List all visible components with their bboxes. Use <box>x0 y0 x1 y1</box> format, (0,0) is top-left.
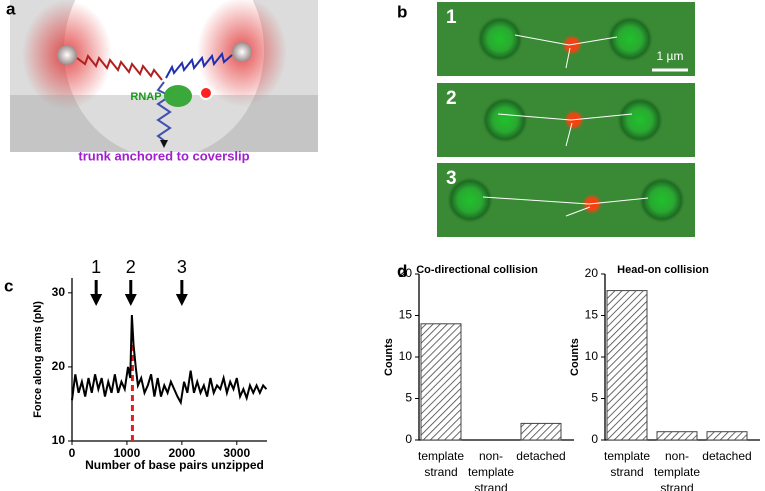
chart-title: Head-on collision <box>617 264 709 276</box>
frame-label: 1 <box>446 7 457 28</box>
y-tick-label: 20 <box>399 266 413 280</box>
x-tick-label: 2000 <box>169 446 196 460</box>
y-tick-label: 0 <box>405 432 412 446</box>
green-spot <box>616 96 664 144</box>
panel-label: a <box>6 0 16 18</box>
y-tick-label: 5 <box>405 391 412 405</box>
x-tick-label: 0 <box>69 446 76 460</box>
tether-line <box>514 34 618 46</box>
x-tick-label: template <box>604 449 650 463</box>
x-tick-label: template <box>654 465 700 479</box>
green-spot <box>446 176 494 224</box>
bar <box>706 431 748 441</box>
green-spot <box>481 96 529 144</box>
frame-label: 3 <box>446 168 457 189</box>
bar <box>420 323 462 441</box>
axes <box>71 278 267 442</box>
x-tick-label: detached <box>702 449 751 463</box>
annotation-arrowhead <box>124 294 137 306</box>
bar <box>606 290 648 441</box>
x-tick-label: non- <box>665 449 689 463</box>
y-tick-label: 30 <box>52 285 66 299</box>
panel-label: d <box>397 261 407 280</box>
x-tick-label: strand <box>474 481 507 491</box>
y-tick-label: 5 <box>591 391 598 405</box>
x-tick-label: strand <box>424 465 457 479</box>
y-tick-label: 15 <box>399 308 413 322</box>
x-tick-label: detached <box>516 449 565 463</box>
illustration: RNAP <box>10 0 318 152</box>
bar <box>520 422 562 441</box>
x-tick-label: template <box>468 465 514 479</box>
panel-label: b <box>397 2 407 21</box>
y-tick-label: 10 <box>585 349 599 363</box>
annotation-arrowhead <box>175 294 188 306</box>
y-tick-label: 10 <box>52 433 66 447</box>
green-spot <box>606 15 654 63</box>
x-tick-label: 1000 <box>114 446 141 460</box>
y-tick-label: 10 <box>399 349 413 363</box>
protein-label: RNAP <box>130 91 161 103</box>
annotation-label: 3 <box>177 257 187 277</box>
frame-label: 2 <box>446 88 457 109</box>
annotation-label: 1 <box>91 257 101 277</box>
x-tick-label: strand <box>610 465 643 479</box>
x-tick-label: 3000 <box>223 446 250 460</box>
x-tick-label: template <box>418 449 464 463</box>
scale-bar-label: 1 µm <box>657 49 684 63</box>
annotation-arrowhead <box>90 294 103 306</box>
tether-line <box>497 113 633 121</box>
y-axis-label: Counts <box>569 338 581 376</box>
y-axis-label: Force along arms (pN) <box>32 301 44 418</box>
bar <box>656 431 698 441</box>
y-tick-label: 20 <box>585 266 599 280</box>
data-line <box>71 314 268 406</box>
micrographs: 1 2 3 1 µm <box>437 2 695 237</box>
x-tick-label: strand <box>660 481 693 491</box>
y-axis-label: Counts <box>383 338 395 376</box>
annotation-label: 2 <box>126 257 136 277</box>
tether-line <box>482 196 649 205</box>
panel-label: c <box>4 276 13 295</box>
x-tick-label: non- <box>479 449 503 463</box>
y-tick-label: 0 <box>591 432 598 446</box>
green-spot <box>638 176 686 224</box>
chart-title: Co-directional collision <box>416 264 538 276</box>
tether-line <box>565 47 571 69</box>
green-spot <box>476 15 524 63</box>
tether-line <box>565 206 591 217</box>
tether-line <box>565 122 573 147</box>
y-tick-label: 20 <box>52 359 66 373</box>
x-axis-label: Number of base pairs unzipped <box>85 458 264 472</box>
y-tick-label: 15 <box>585 308 599 322</box>
illustration-caption: trunk anchored to coverslip <box>78 148 249 163</box>
